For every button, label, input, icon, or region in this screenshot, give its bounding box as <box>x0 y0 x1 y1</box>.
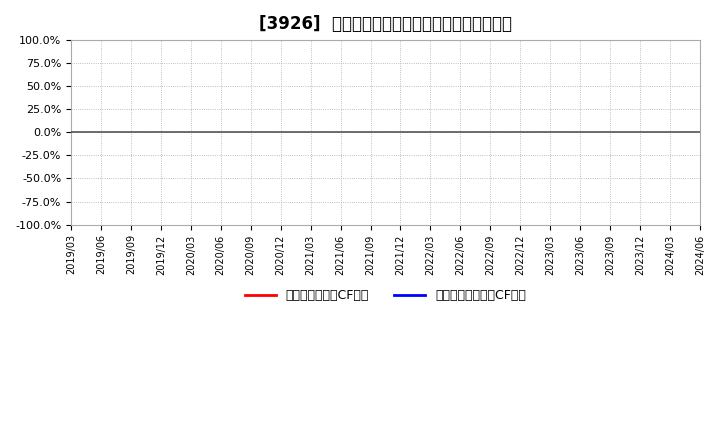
Legend: 有利子負債営業CF比率, 有利子負債フリーCF比率: 有利子負債営業CF比率, 有利子負債フリーCF比率 <box>240 284 531 307</box>
Title: [3926]  有利子負債キャッシュフロー比率の推移: [3926] 有利子負債キャッシュフロー比率の推移 <box>259 15 512 33</box>
